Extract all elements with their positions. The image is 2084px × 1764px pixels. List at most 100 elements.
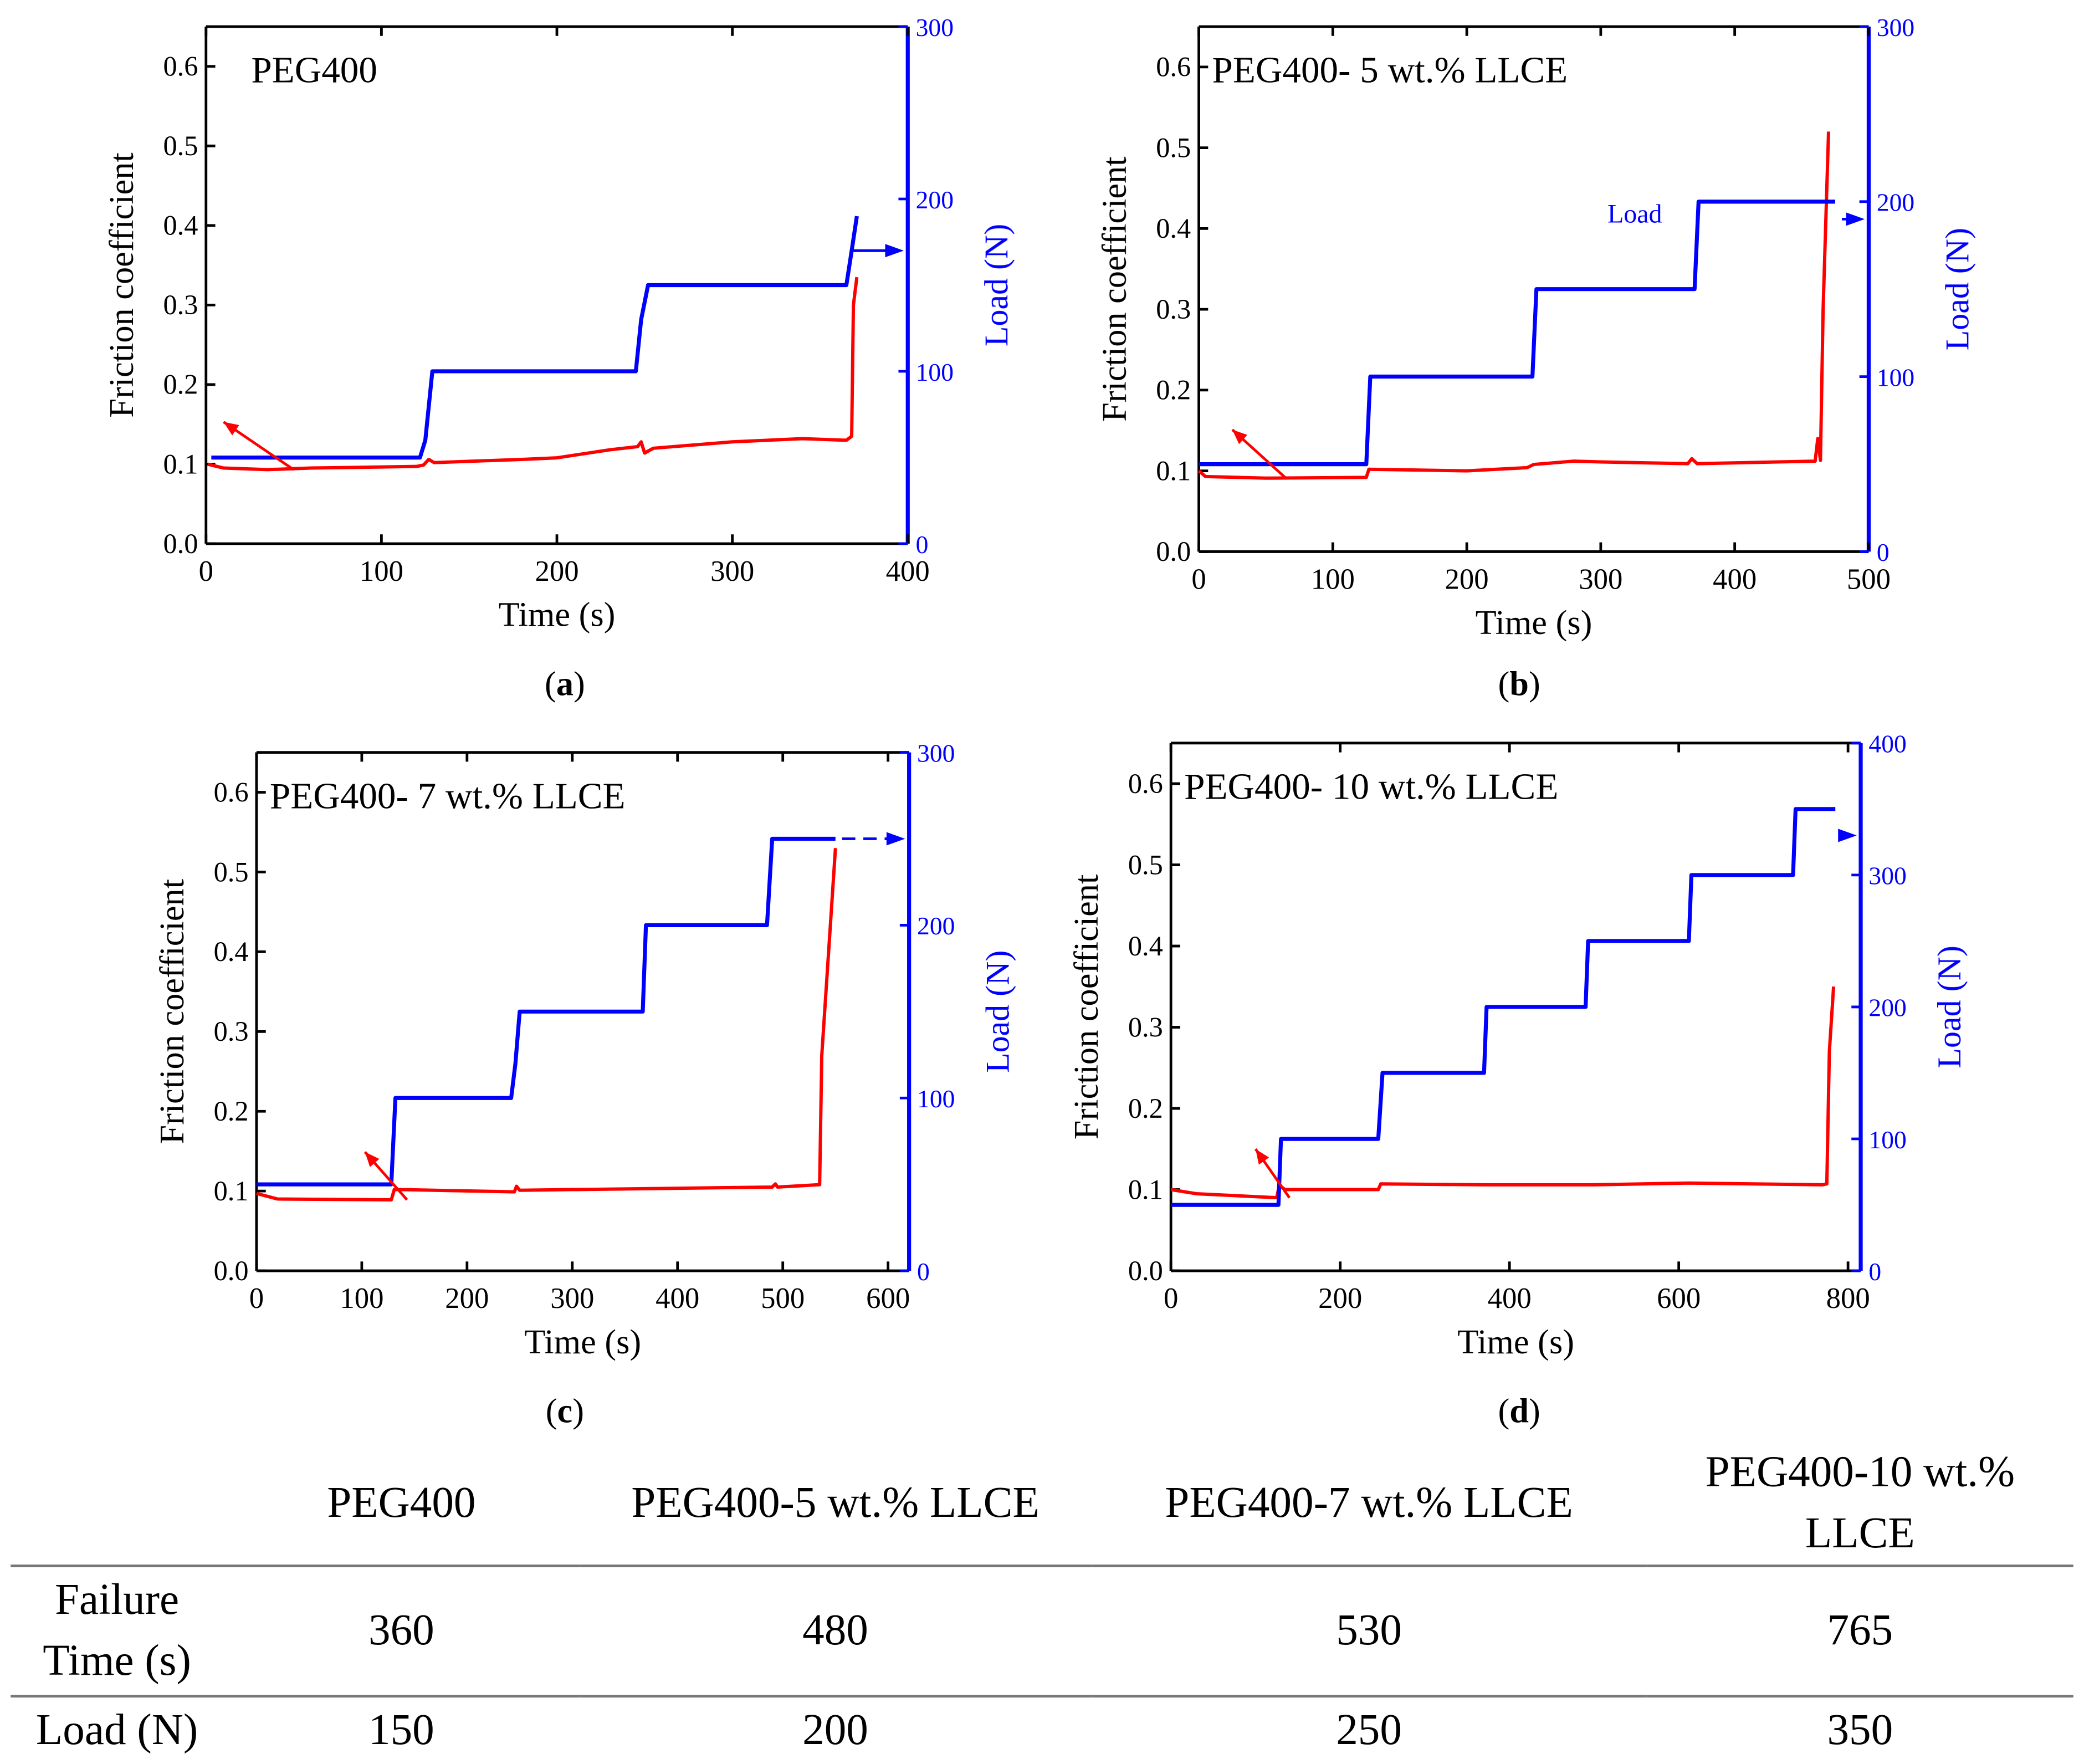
x-axis-label: Time (s) <box>499 596 616 634</box>
load-line <box>256 836 836 1187</box>
cell: 765 <box>1646 1564 2073 1696</box>
table-row: Failure Time (s) 360 480 530 765 <box>11 1564 2073 1696</box>
panel-label-d: (d) <box>1498 1392 1540 1430</box>
y2-tick-label: 300 <box>917 739 955 767</box>
y-axis-label: Friction coefficient <box>103 152 141 418</box>
y-tick-label: 0.5 <box>163 130 198 161</box>
x-tick-label: 100 <box>360 555 403 587</box>
y-tick-label: 0.5 <box>1156 132 1191 163</box>
header-peg400: PEG400 <box>327 1479 476 1527</box>
x-tick-label: 800 <box>1826 1282 1870 1315</box>
y2-tick-label: 300 <box>1868 862 1906 890</box>
y-tick-label: 0.1 <box>1156 455 1191 486</box>
y2-tick-label: 300 <box>916 13 954 42</box>
y2-tick-label: 100 <box>1877 363 1914 391</box>
load-line <box>1199 200 1835 467</box>
load-line <box>1171 807 1836 1207</box>
x-tick-label: 0 <box>1191 564 1206 596</box>
header-10wt: PEG400-10 wt.% LLCE <box>1705 1449 2015 1558</box>
failure-table: PEG400 PEG400-5 wt.% LLCE PEG400-7 wt.% … <box>11 1442 2073 1764</box>
load-arrow-head <box>1838 829 1857 842</box>
x-tick-label: 400 <box>1488 1282 1532 1315</box>
x-tick-label: 100 <box>340 1282 383 1315</box>
cell: 150 <box>223 1695 580 1764</box>
friction-arrow-head <box>365 1152 380 1167</box>
x-tick-label: 300 <box>550 1282 594 1315</box>
y-axis-label: Friction coefficient <box>1067 875 1105 1140</box>
row-label: Failure Time (s) <box>11 1564 223 1696</box>
cell: 200 <box>579 1695 1092 1764</box>
cell: 530 <box>1091 1564 1647 1696</box>
y-tick-label: 0.3 <box>1128 1011 1163 1042</box>
x-tick-label: 300 <box>710 555 754 587</box>
y-tick-label: 0.4 <box>1156 213 1191 244</box>
panel-label-b: (b) <box>1498 664 1540 703</box>
chart-title: PEG400- 7 wt.% LLCE <box>270 775 626 816</box>
y2-axis-label: Load (N) <box>1931 945 1968 1068</box>
y2-tick-label: 200 <box>1868 994 1906 1022</box>
y2-tick-label: 300 <box>1877 13 1914 42</box>
cell: 350 <box>1646 1695 2073 1764</box>
y-tick-label: 0.3 <box>214 1016 249 1047</box>
x-tick-label: 500 <box>1847 564 1891 596</box>
load-arrow-head <box>886 832 905 846</box>
x-axis-label: Time (s) <box>1457 1323 1574 1361</box>
panel-label-c: (c) <box>545 1392 585 1430</box>
y-tick-label: 0.3 <box>163 289 198 320</box>
panel-letter: d <box>1509 1392 1529 1430</box>
y-tick-label: 0.1 <box>163 448 198 479</box>
load-arrow-head <box>885 244 904 258</box>
friction-arrow-head <box>223 422 239 436</box>
chart-panel-0: 0 100 200 300 400 0.0 0.1 0.2 0.3 0.4 0.5 0.6 0 100 20… <box>103 13 1015 634</box>
header-7wt: PEG400-7 wt.% LLCE <box>1165 1479 1573 1527</box>
y-tick-label: 0.2 <box>1156 375 1191 406</box>
x-tick-label: 200 <box>1445 564 1489 596</box>
x-tick-label: 400 <box>656 1282 699 1315</box>
x-tick-label: 200 <box>535 555 578 587</box>
y2-tick-label: 100 <box>916 358 954 386</box>
x-tick-label: 400 <box>886 555 930 587</box>
panel-letter: b <box>1509 664 1529 703</box>
y-tick-label: 0.3 <box>1156 294 1191 325</box>
chart-panel-2: 0 100 200 300 400 500 600 0.0 0.1 0.2 0.3 0.4 0.5 0.6… <box>153 739 1016 1361</box>
y-tick-label: 0.6 <box>214 776 249 807</box>
y2-tick-label: 400 <box>1868 730 1906 758</box>
y-tick-label: 0.6 <box>1128 768 1163 799</box>
y2-tick-label: 0 <box>916 530 929 559</box>
friction-line <box>1197 131 1830 480</box>
y-tick-label: 0.0 <box>1156 536 1191 567</box>
y-tick-label: 0.0 <box>163 528 198 559</box>
x-tick-label: 100 <box>1311 564 1355 596</box>
chart-panel-1: 0 100 200 300 400 500 0.0 0.1 0.2 0.3 0.4 0.5 0.6 0 10… <box>1095 13 1976 642</box>
y2-tick-label: 0 <box>1877 538 1890 566</box>
friction-line <box>207 277 859 472</box>
panel-label-a: (a) <box>545 664 585 703</box>
y2-tick-label: 100 <box>917 1085 955 1113</box>
y-tick-label: 0.0 <box>214 1255 249 1286</box>
cell: 360 <box>223 1564 580 1696</box>
x-tick-label: 600 <box>866 1282 910 1315</box>
y-tick-label: 0.5 <box>214 856 249 887</box>
row-label: Load (N) <box>11 1695 223 1764</box>
friction-line <box>256 848 837 1201</box>
chart-panel-3: 0 200 400 600 800 0.0 0.1 0.2 0.3 0.4 0.5 0.6 0 100 20… <box>1067 730 1968 1361</box>
y2-tick-label: 200 <box>916 186 954 214</box>
y2-tick-label: 0 <box>917 1257 930 1286</box>
x-tick-label: 300 <box>1579 564 1622 596</box>
x-axis-label: Time (s) <box>1476 604 1593 642</box>
x-tick-label: 400 <box>1713 564 1757 596</box>
x-tick-label: 500 <box>761 1282 805 1315</box>
y-axis-label: Friction coefficient <box>153 879 191 1144</box>
x-tick-label: 0 <box>249 1282 264 1315</box>
cell: 480 <box>579 1564 1092 1696</box>
friction-line <box>1170 986 1836 1200</box>
x-axis-label: Time (s) <box>524 1323 641 1361</box>
y-tick-label: 0.5 <box>1128 849 1163 880</box>
x-tick-label: 200 <box>1318 1282 1362 1315</box>
chart-title: PEG400- 10 wt.% LLCE <box>1184 766 1558 807</box>
cell: 250 <box>1091 1695 1647 1764</box>
x-tick-label: 600 <box>1657 1282 1701 1315</box>
friction-arrow-head <box>1232 430 1248 444</box>
